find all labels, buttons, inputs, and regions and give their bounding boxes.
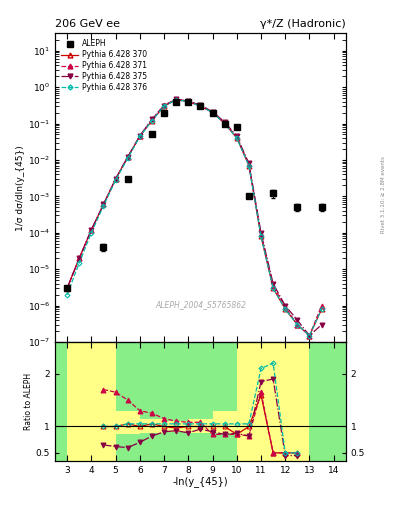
Y-axis label: Ratio to ALEPH: Ratio to ALEPH xyxy=(24,373,33,430)
Bar xyxy=(55,342,346,461)
Text: ALEPH_2004_S5765862: ALEPH_2004_S5765862 xyxy=(155,301,246,309)
Legend: ALEPH, Pythia 6.428 370, Pythia 6.428 371, Pythia 6.428 375, Pythia 6.428 376: ALEPH, Pythia 6.428 370, Pythia 6.428 37… xyxy=(59,37,149,94)
Text: γ*/Z (Hadronic): γ*/Z (Hadronic) xyxy=(260,18,346,29)
Text: 206 GeV ee: 206 GeV ee xyxy=(55,18,120,29)
X-axis label: -ln(y_{45}): -ln(y_{45}) xyxy=(173,476,228,487)
Text: Rivet 3.1.10; ≥ 2.8M events: Rivet 3.1.10; ≥ 2.8M events xyxy=(381,156,386,233)
Y-axis label: 1/σ dσ/dln(y_{45}): 1/σ dσ/dln(y_{45}) xyxy=(16,145,25,230)
